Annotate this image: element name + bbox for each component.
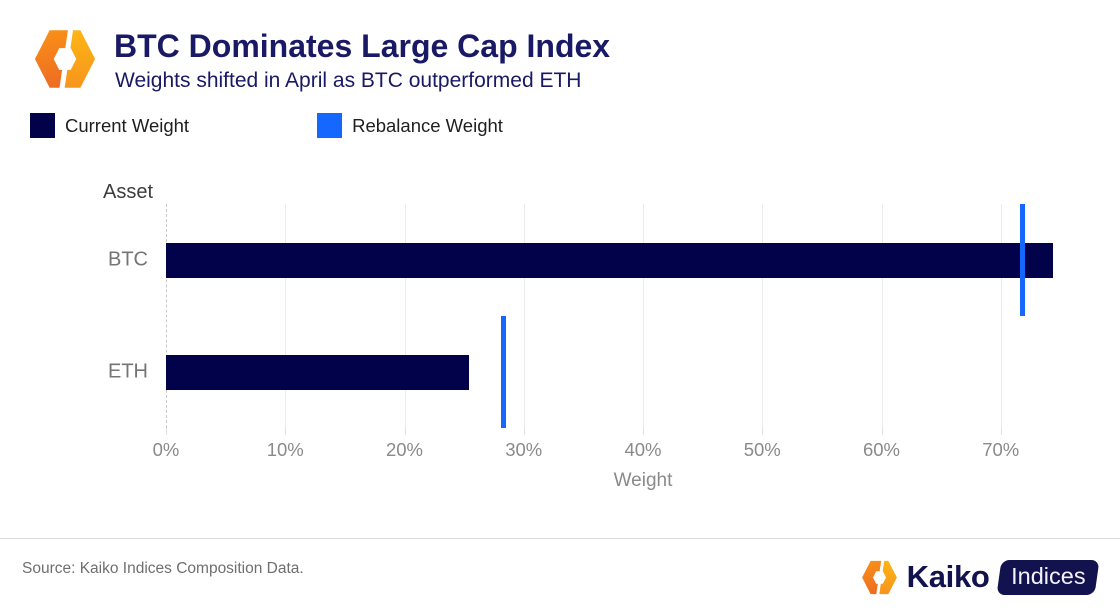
- gridline-70: [1000, 204, 1002, 428]
- y-axis-labels: BTC ETH: [0, 204, 157, 428]
- y-category-label-eth: ETH: [108, 360, 148, 383]
- x-axis-tick-marks: [166, 428, 1120, 435]
- x-tick-label-70: 70%: [982, 439, 1020, 460]
- brand-badge-label: Indices: [1010, 562, 1086, 589]
- x-tick-label-30: 30%: [505, 439, 543, 460]
- rebalance-weight-marker-btc: [1019, 204, 1025, 316]
- x-axis-title: Weight: [613, 470, 673, 491]
- source-note: Source: Kaiko Indices Composition Data.: [22, 560, 304, 577]
- legend-swatch-icon: [317, 113, 343, 138]
- x-tick-label-40: 40%: [624, 439, 662, 460]
- kaiko-logo-icon: [32, 27, 98, 91]
- current-weight-bar-eth: [166, 354, 469, 390]
- footer-divider: [0, 538, 1120, 539]
- plot-area: [166, 204, 1120, 428]
- y-category-label-btc: BTC: [108, 248, 148, 271]
- x-tick-mark: [643, 428, 644, 435]
- gridline-20: [404, 204, 406, 428]
- chart-title: BTC Dominates Large Cap Index: [114, 28, 611, 64]
- x-tick-mark: [881, 428, 883, 435]
- brand-badge: Indices: [996, 559, 1100, 595]
- gridline-10: [285, 204, 287, 428]
- legend-item-current-weight: Current Weight: [30, 113, 189, 138]
- brand-name: Kaiko: [906, 559, 990, 594]
- rebalance-weight-marker-eth: [500, 316, 506, 428]
- x-tick-mark: [1000, 428, 1002, 435]
- gridline-30: [523, 204, 525, 428]
- chart-subtitle: Weights shifted in April as BTC outperfo…: [115, 69, 582, 92]
- x-tick-label-20: 20%: [385, 439, 424, 460]
- x-tick-mark: [166, 428, 167, 435]
- kaiko-logo-icon: [861, 559, 898, 596]
- x-axis-labels: 0% 10% 20% 30% 40% 50% 60% 70%: [153, 439, 1120, 461]
- x-tick-label-0: 0%: [152, 439, 180, 460]
- x-tick-mark: [285, 428, 287, 435]
- kaiko-indices-logo: Kaiko Indices: [861, 555, 1100, 599]
- legend-label: Rebalance Weight: [352, 114, 503, 136]
- gridline-50: [762, 204, 764, 428]
- legend-label: Current Weight: [65, 114, 190, 136]
- legend-item-rebalance-weight: Rebalance Weight: [317, 113, 503, 138]
- y-axis-title: Asset: [103, 181, 154, 203]
- x-tick-label-10: 10%: [266, 439, 304, 460]
- current-weight-bar-btc: [166, 242, 1054, 278]
- x-tick-mark: [762, 428, 764, 435]
- x-tick-mark: [523, 428, 525, 435]
- x-tick-mark: [404, 428, 406, 435]
- chart-legend: Current Weight Rebalance Weight: [30, 113, 503, 138]
- x-tick-label-50: 50%: [743, 439, 781, 460]
- legend-swatch-icon: [30, 113, 55, 138]
- gridline-40: [643, 204, 644, 428]
- axis-zero-line: [166, 204, 167, 428]
- x-tick-label-60: 60%: [862, 439, 901, 460]
- gridline-60: [881, 204, 883, 428]
